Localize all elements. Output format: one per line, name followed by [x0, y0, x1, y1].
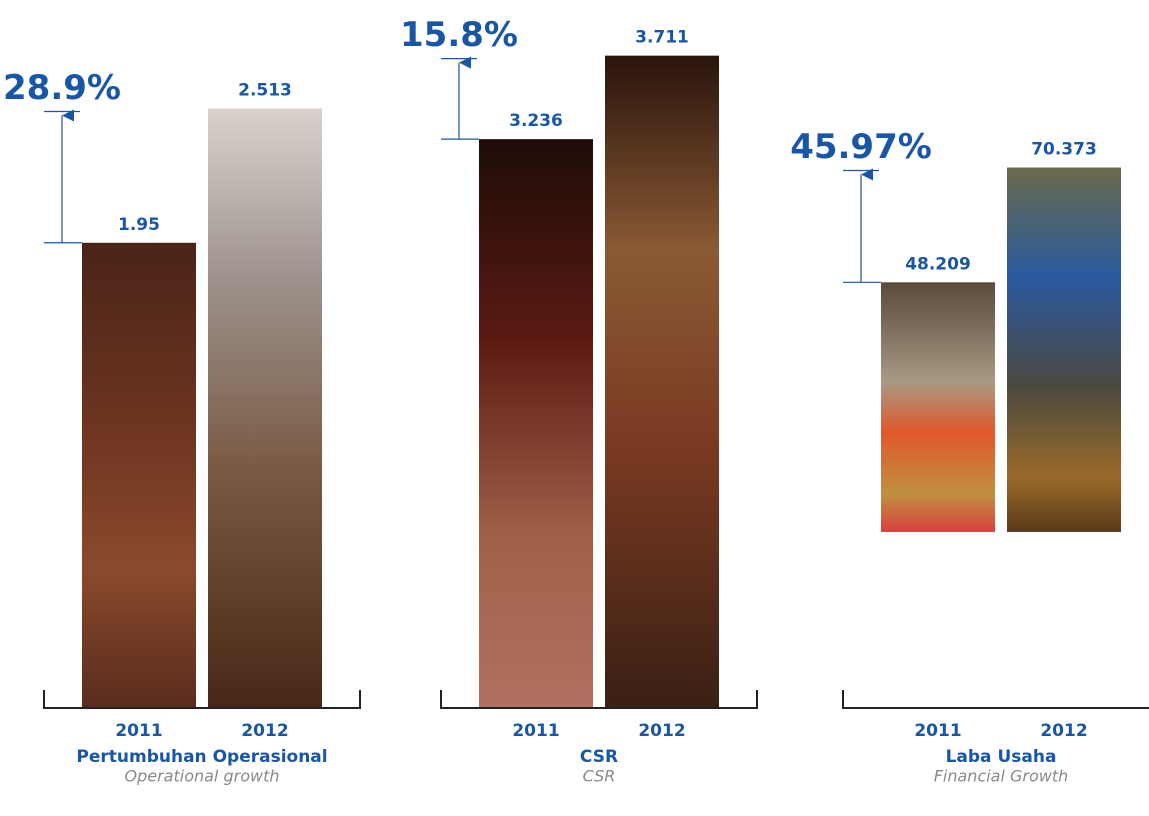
x-tick-label: 2012: [1040, 721, 1087, 741]
value-label: 48.209: [905, 254, 971, 274]
growth-annotation: 28.9%: [3, 68, 121, 108]
x-tick-label: 2012: [241, 721, 288, 741]
chart-title: CSR: [580, 747, 618, 767]
bar: [605, 56, 719, 708]
chart-title: Pertumbuhan Operasional: [76, 747, 327, 767]
bar: [1007, 168, 1121, 532]
value-label: 2.513: [238, 80, 292, 100]
x-tick-label: 2012: [638, 721, 685, 741]
chart-subtitle: Financial Growth: [934, 767, 1069, 786]
bar: [82, 243, 196, 708]
x-tick-label: 2011: [512, 721, 559, 741]
value-label: 3.236: [509, 111, 563, 131]
bar: [881, 282, 995, 532]
value-label: 3.711: [635, 28, 689, 48]
x-tick-label: 2011: [115, 721, 162, 741]
growth-annotation: 15.8%: [400, 15, 518, 55]
bar: [208, 108, 322, 708]
bar: [479, 139, 593, 708]
chart-subtitle: CSR: [583, 767, 616, 786]
infographic: 1.95 2011 2.513 2012 28.9% Pertumbuhan Operas…: [0, 0, 1149, 816]
growth-annotation: 45.97%: [790, 127, 932, 167]
axis-line: [843, 690, 1149, 708]
chart-subtitle: Operational growth: [125, 767, 280, 786]
value-label: 1.95: [118, 215, 160, 235]
x-tick-label: 2011: [914, 721, 961, 741]
value-label: 70.373: [1031, 140, 1097, 160]
chart-title: Laba Usaha: [946, 747, 1057, 767]
